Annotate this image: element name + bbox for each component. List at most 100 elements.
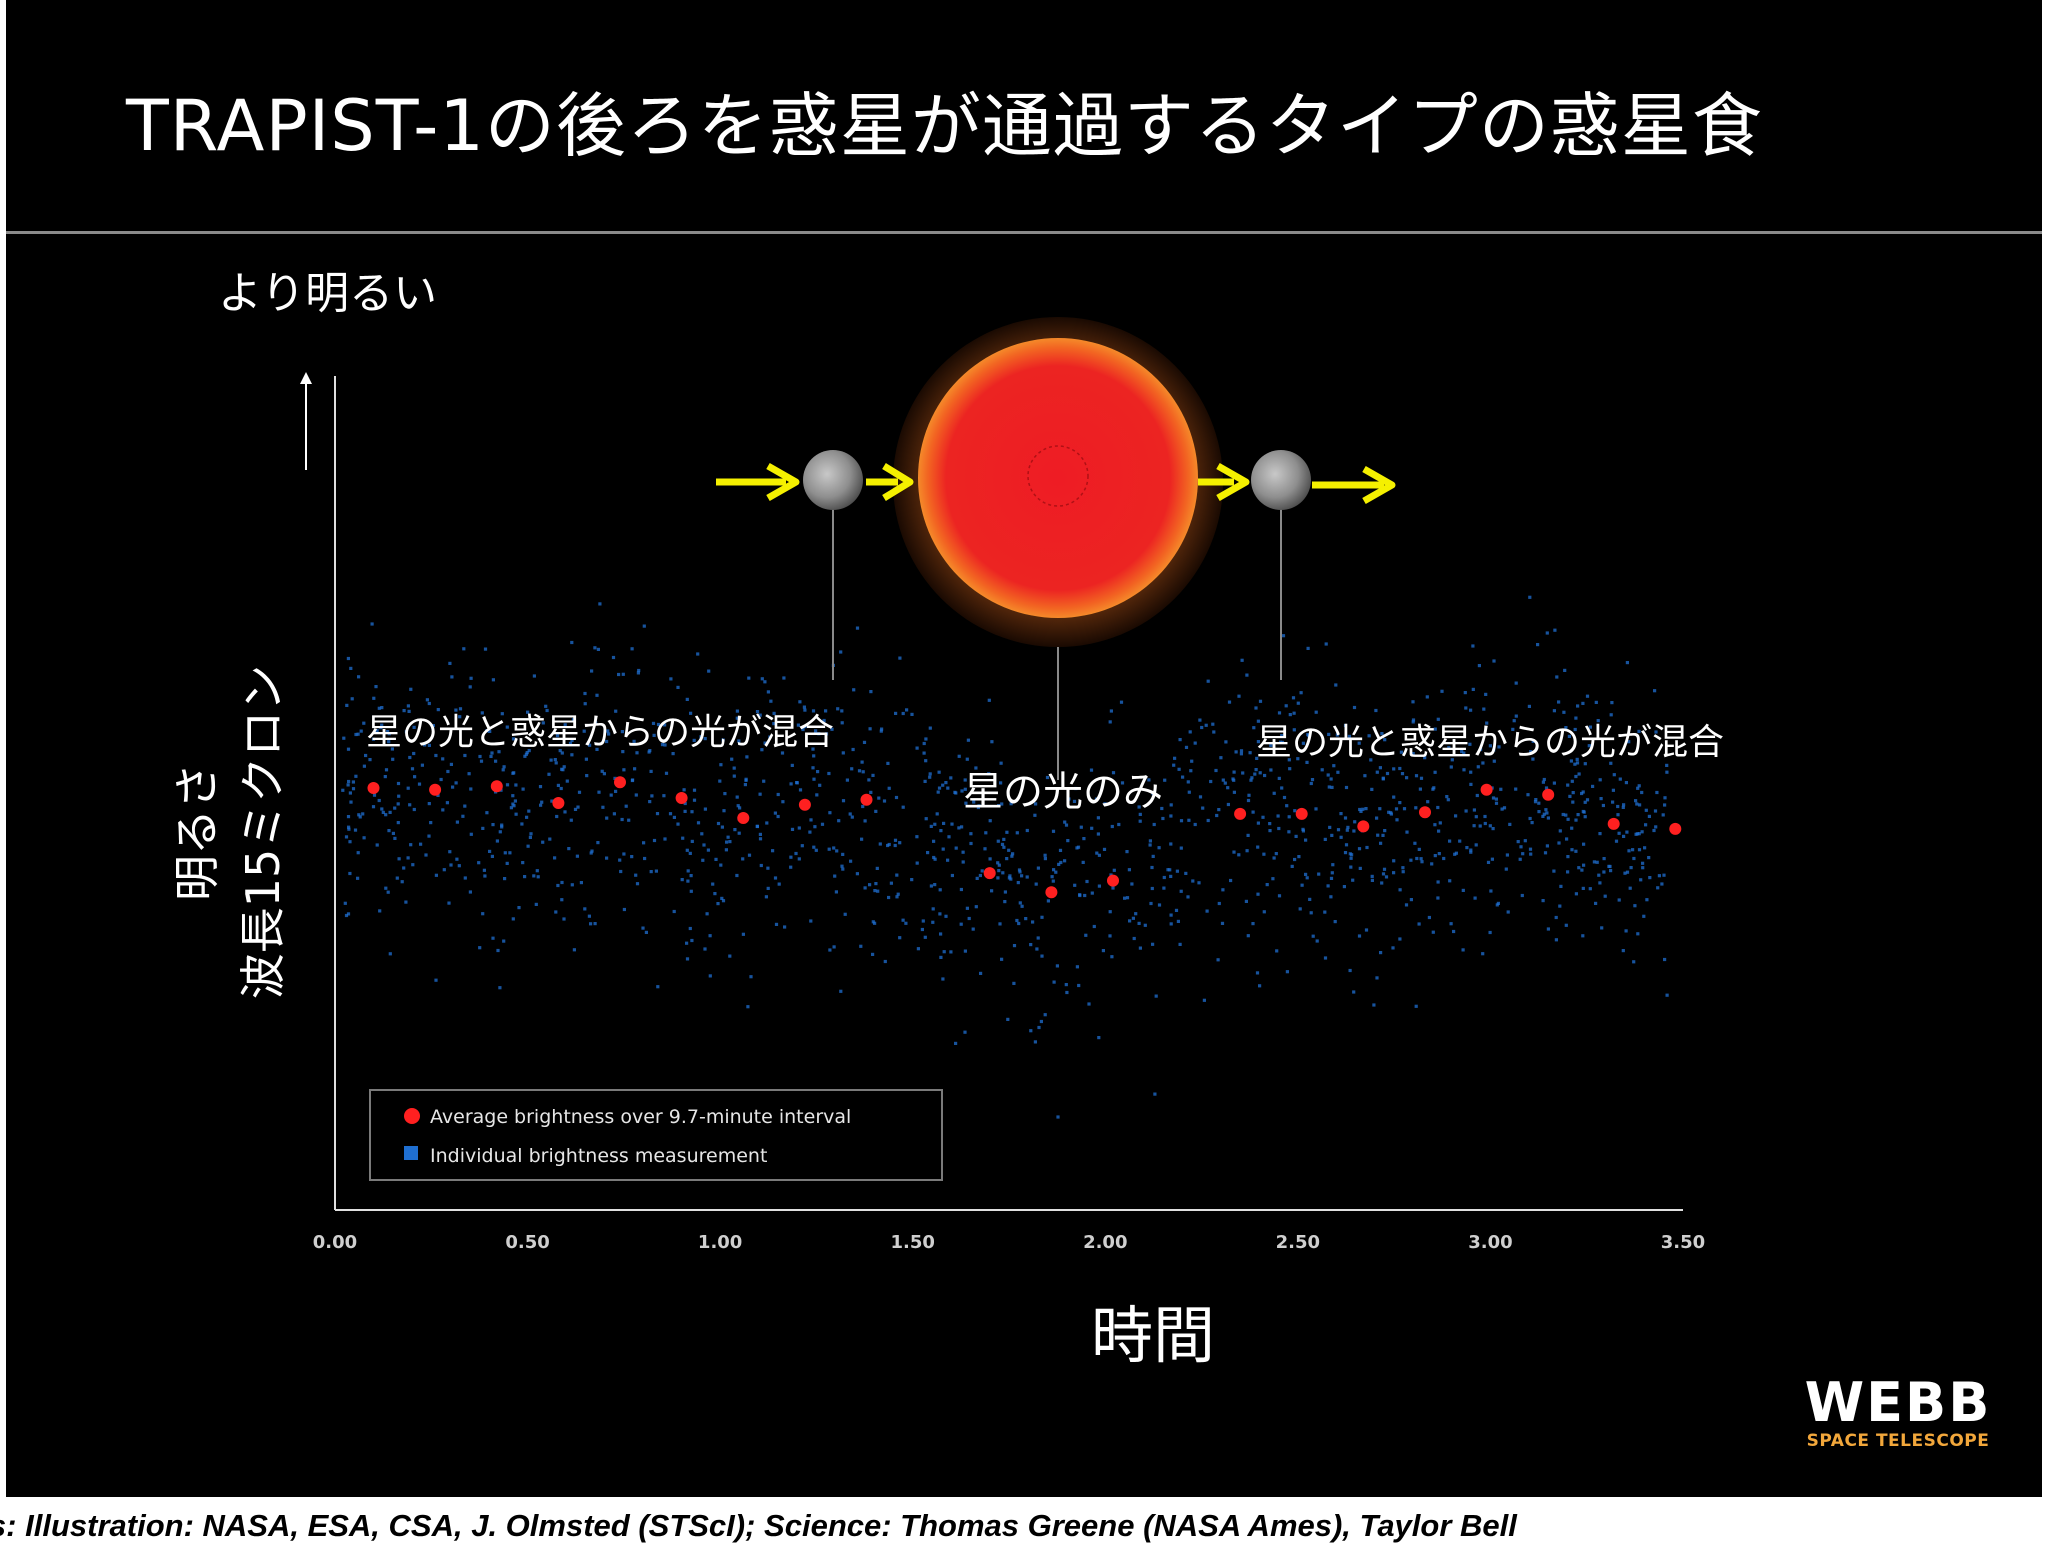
- individual-measurement-point: [1101, 949, 1105, 953]
- individual-measurement-point: [1571, 800, 1575, 804]
- individual-measurement-point: [1151, 942, 1155, 946]
- individual-measurement-point: [924, 737, 928, 741]
- individual-measurement-point: [1202, 998, 1206, 1002]
- individual-measurement-point: [1392, 859, 1396, 863]
- individual-measurement-point: [1523, 839, 1527, 843]
- individual-measurement-point: [1271, 877, 1275, 881]
- individual-measurement-point: [1469, 782, 1473, 786]
- individual-measurement-point: [1557, 700, 1561, 704]
- individual-measurement-point: [356, 732, 360, 736]
- individual-measurement-point: [560, 898, 564, 902]
- individual-measurement-point: [525, 751, 529, 755]
- individual-measurement-point: [1072, 799, 1077, 803]
- individual-measurement-point: [999, 781, 1003, 785]
- individual-measurement-point: [1477, 664, 1481, 668]
- individual-measurement-point: [1272, 856, 1276, 860]
- individual-measurement-point: [637, 668, 641, 673]
- individual-measurement-point: [478, 754, 482, 759]
- individual-measurement-point: [1323, 910, 1327, 914]
- individual-measurement-point: [364, 753, 368, 758]
- individual-measurement-point: [1241, 771, 1245, 775]
- individual-measurement-point: [1223, 781, 1227, 785]
- individual-measurement-point: [1057, 862, 1061, 866]
- individual-measurement-point: [1131, 916, 1135, 920]
- individual-measurement-point: [1528, 847, 1533, 851]
- individual-measurement-point: [514, 812, 518, 816]
- individual-measurement-point: [1137, 921, 1141, 925]
- individual-measurement-point: [1472, 824, 1476, 828]
- individual-measurement-point: [716, 902, 720, 906]
- individual-measurement-point: [1249, 778, 1253, 782]
- individual-measurement-point: [560, 880, 564, 885]
- individual-measurement-point: [1574, 892, 1578, 896]
- individual-measurement-point: [1169, 814, 1173, 818]
- individual-measurement-point: [803, 708, 807, 712]
- individual-measurement-point: [348, 871, 352, 876]
- individual-measurement-point: [883, 959, 887, 964]
- individual-measurement-point: [730, 757, 734, 761]
- individual-measurement-point: [1018, 870, 1022, 874]
- individual-measurement-point: [488, 729, 492, 733]
- individual-measurement-point: [702, 843, 706, 847]
- individual-measurement-point: [849, 859, 853, 863]
- individual-measurement-point: [1328, 825, 1332, 829]
- individual-measurement-point: [651, 721, 656, 725]
- individual-measurement-point: [803, 725, 807, 729]
- individual-measurement-point: [523, 754, 527, 758]
- individual-measurement-point: [1234, 750, 1238, 754]
- individual-measurement-point: [744, 777, 748, 781]
- individual-measurement-point: [1364, 928, 1369, 932]
- individual-measurement-point: [633, 767, 637, 771]
- individual-measurement-point: [1433, 770, 1437, 774]
- individual-measurement-point: [873, 921, 877, 925]
- individual-measurement-point: [562, 765, 566, 769]
- individual-measurement-point: [1277, 776, 1281, 780]
- individual-measurement-point: [1521, 852, 1525, 856]
- individual-measurement-point: [1528, 595, 1532, 599]
- individual-measurement-point: [1125, 850, 1129, 854]
- individual-measurement-point: [634, 873, 638, 877]
- individual-measurement-point: [861, 770, 865, 774]
- individual-measurement-point: [1458, 839, 1462, 843]
- individual-measurement-point: [696, 652, 700, 656]
- individual-measurement-point: [877, 796, 881, 800]
- individual-measurement-point: [1169, 842, 1173, 846]
- individual-measurement-point: [1512, 719, 1516, 723]
- individual-measurement-point: [1663, 803, 1667, 807]
- individual-measurement-point: [904, 921, 908, 925]
- individual-measurement-point: [997, 804, 1001, 808]
- individual-measurement-point: [1089, 768, 1094, 772]
- individual-measurement-point: [1485, 721, 1489, 725]
- individual-measurement-point: [1187, 818, 1191, 822]
- individual-measurement-point: [1029, 1029, 1033, 1033]
- individual-measurement-point: [549, 758, 553, 762]
- individual-measurement-point: [384, 768, 389, 772]
- individual-measurement-point: [622, 768, 626, 772]
- individual-measurement-point: [1329, 876, 1334, 880]
- individual-measurement-point: [1201, 806, 1205, 810]
- individual-measurement-point: [841, 799, 846, 803]
- individual-measurement-point: [1056, 1115, 1060, 1119]
- individual-measurement-point: [772, 722, 776, 726]
- individual-measurement-point: [848, 812, 852, 816]
- individual-measurement-point: [1193, 741, 1197, 745]
- individual-measurement-point: [420, 763, 424, 767]
- individual-measurement-point: [1497, 745, 1501, 749]
- individual-measurement-point: [1216, 958, 1220, 962]
- individual-measurement-point: [1448, 879, 1452, 883]
- individual-measurement-point: [1588, 725, 1592, 729]
- individual-measurement-point: [963, 949, 967, 953]
- individual-measurement-point: [783, 925, 787, 929]
- individual-measurement-point: [1148, 843, 1152, 847]
- individual-measurement-point: [893, 838, 898, 842]
- individual-measurement-point: [1256, 719, 1260, 723]
- individual-measurement-point: [1119, 700, 1124, 704]
- individual-measurement-point: [1265, 883, 1269, 887]
- individual-measurement-point: [1566, 817, 1570, 821]
- individual-measurement-point: [811, 709, 816, 713]
- individual-measurement-point: [375, 729, 379, 733]
- individual-measurement-point: [1175, 869, 1179, 873]
- individual-measurement-point: [725, 840, 729, 844]
- individual-measurement-point: [1309, 911, 1313, 915]
- individual-measurement-point: [525, 815, 529, 819]
